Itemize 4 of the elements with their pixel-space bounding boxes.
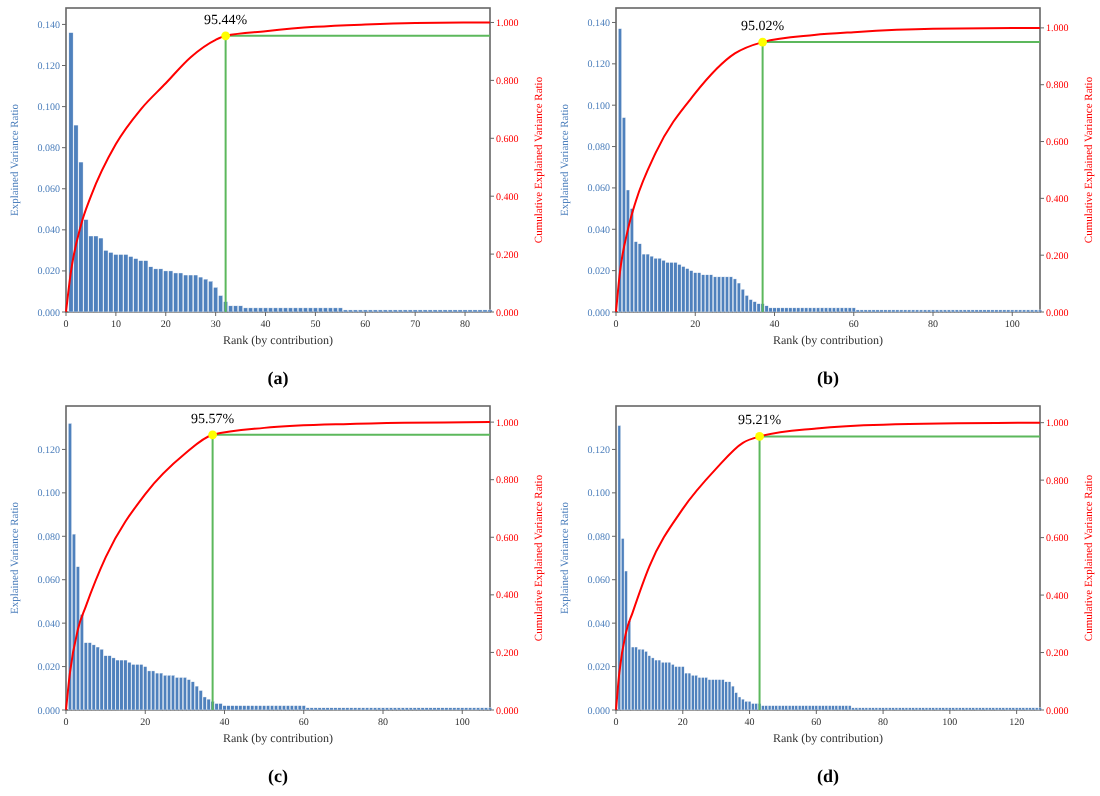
text: (c) [268,766,288,786]
text: (b) [817,368,839,388]
text: (a) [267,368,289,388]
text: (d) [817,766,839,786]
